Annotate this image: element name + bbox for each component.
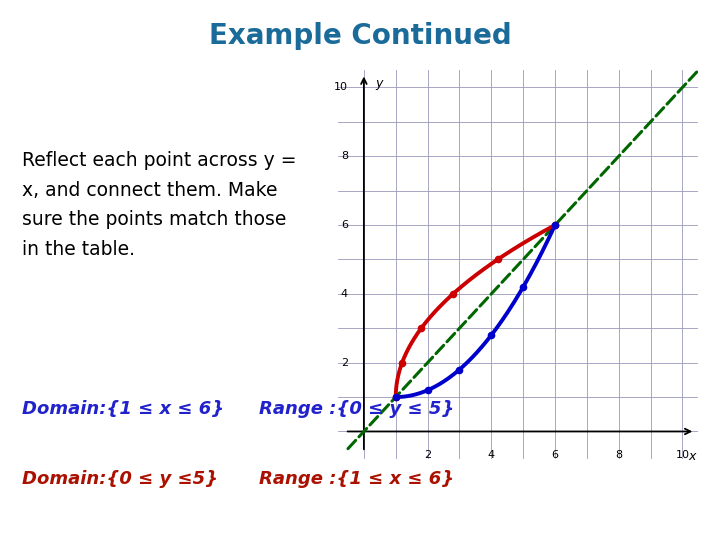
Text: 4: 4 bbox=[341, 289, 348, 299]
Text: 10: 10 bbox=[675, 450, 690, 461]
Text: Reflect each point across y =
x, and connect them. Make
sure the points match th: Reflect each point across y = x, and con… bbox=[22, 151, 296, 259]
Text: Range :{0 ≤ y ≤ 5}: Range :{0 ≤ y ≤ 5} bbox=[259, 400, 454, 417]
Text: Example Continued: Example Continued bbox=[209, 22, 511, 50]
Text: Range :{1 ≤ x ≤ 6}: Range :{1 ≤ x ≤ 6} bbox=[259, 470, 454, 488]
Text: 2: 2 bbox=[341, 357, 348, 368]
Text: 8: 8 bbox=[341, 151, 348, 161]
Text: 6: 6 bbox=[341, 220, 348, 230]
Text: y: y bbox=[375, 77, 382, 90]
Text: 8: 8 bbox=[615, 450, 622, 461]
Text: 6: 6 bbox=[552, 450, 559, 461]
Text: 10: 10 bbox=[334, 83, 348, 92]
Text: x: x bbox=[688, 450, 696, 463]
Text: Domain:{1 ≤ x ≤ 6}: Domain:{1 ≤ x ≤ 6} bbox=[22, 400, 224, 417]
Text: 4: 4 bbox=[487, 450, 495, 461]
Text: Domain:{0 ≤ y ≤5}: Domain:{0 ≤ y ≤5} bbox=[22, 470, 217, 488]
Text: 2: 2 bbox=[424, 450, 431, 461]
